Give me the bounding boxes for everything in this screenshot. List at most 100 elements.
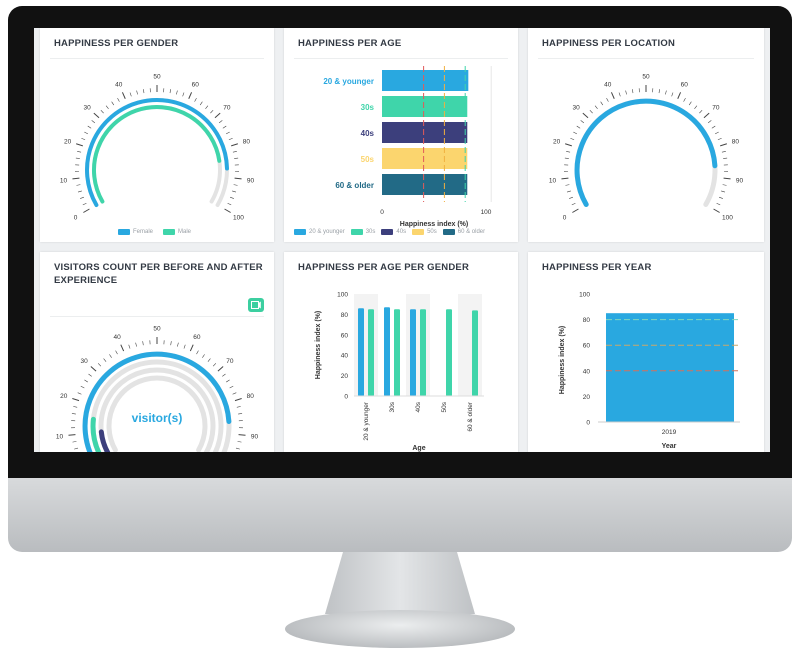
- gauge-tick-label: 40: [115, 82, 123, 89]
- x-tick-label: 20 & younger: [363, 401, 370, 441]
- legend-item-30s[interactable]: 30s: [350, 229, 376, 235]
- gauge-tick: [73, 406, 78, 408]
- card-title-line-1: VISITORS COUNT PER BEFORE AND AFTER: [54, 262, 263, 273]
- gauge-tick: [81, 137, 86, 141]
- gauge-tick: [218, 120, 223, 124]
- gauge-tick: [618, 92, 621, 97]
- gauge-tick: [576, 125, 581, 129]
- gauge-tick: [183, 344, 186, 349]
- gauge-tick-label: 90: [251, 434, 259, 441]
- x-axis-label: Year: [662, 443, 677, 450]
- gauge-center-label: visitor(s): [132, 411, 183, 425]
- gauge-tick: [111, 101, 115, 106]
- gauge-tick: [91, 120, 96, 124]
- gauge-tick: [97, 363, 102, 367]
- gauge-tick: [189, 344, 194, 352]
- y-tick-label: 80: [341, 312, 349, 319]
- gauge-tick: [128, 344, 131, 349]
- legend-item-female[interactable]: Female: [118, 229, 153, 235]
- gauge-tick: [230, 196, 234, 199]
- gauge-tick-label: 10: [56, 434, 64, 441]
- bar-series-1: [384, 307, 390, 396]
- presentation-icon: [251, 301, 261, 309]
- gauge-tick: [222, 373, 226, 377]
- gauge-tick: [234, 177, 242, 180]
- legend-item-50s[interactable]: 50s: [412, 229, 437, 235]
- y-tick-label: 40: [341, 353, 349, 360]
- bar-series-1: [410, 309, 416, 396]
- gender-gauge-chart: 0 10 20 30 40 50 60 70 80 90 100: [60, 74, 255, 222]
- legend-item-20-younger[interactable]: 20 & younger: [294, 229, 345, 235]
- gauge-tick-label: 60: [192, 82, 200, 89]
- bar-4: [382, 148, 468, 169]
- y-tick-label: 0: [586, 420, 590, 427]
- bar-series-2: [394, 309, 400, 396]
- gauge-tick: [80, 385, 85, 389]
- y-tick-label: 100: [337, 292, 348, 299]
- gauge-tick: [196, 350, 199, 355]
- legend-swatch: [294, 229, 306, 235]
- gauge-tick: [170, 341, 172, 346]
- age-bar-chart: 20 & younger 30s 40s 50s 60 & older 0 100 Happi…: [323, 66, 492, 228]
- legend-item-40s[interactable]: 40s: [381, 229, 406, 235]
- gauge-tick: [688, 101, 692, 106]
- legend-swatch: [118, 229, 130, 235]
- legend-label: 40s: [396, 229, 407, 235]
- gauge-tick: [83, 208, 90, 213]
- gauge-tick-label: 20: [553, 138, 561, 145]
- card-happiness-per-gender: HAPPINESS PER GENDER 0 10 20 30 40 50 60 70 80 90…: [40, 28, 274, 242]
- y-tick-label: 0: [344, 394, 348, 401]
- legend-item-60-older[interactable]: 60 & older: [442, 229, 485, 235]
- gauge-tick: [225, 131, 230, 135]
- gauge-track: [98, 367, 216, 452]
- gauge-tick: [188, 92, 193, 99]
- card-visitors-count: VISITORS COUNT PER BEFORE AND AFTER EXPE…: [40, 252, 274, 452]
- gauge-tick: [717, 137, 722, 141]
- presentation-toggle-button[interactable]: [248, 298, 264, 312]
- gauge-tick: [76, 143, 83, 147]
- gauge-value-3: [98, 429, 111, 452]
- gauge-tick: [205, 105, 209, 110]
- gauge-tick-label: 90: [736, 177, 744, 184]
- bar-3: [382, 122, 468, 143]
- gauge-tick: [232, 392, 237, 395]
- x-axis-label: Happiness index (%): [400, 221, 468, 228]
- gauge-tick: [82, 202, 87, 206]
- monitor-stand-base: [285, 610, 515, 648]
- gauge-tick: [632, 89, 634, 94]
- card-happiness-per-age-per-gender: HAPPINESS PER AGE PER GENDER 0 20 40 60 80 10…: [284, 252, 518, 452]
- x-axis-label: Age: [412, 445, 425, 452]
- gauge-tick: [707, 120, 712, 124]
- gauge-tick: [84, 131, 89, 135]
- x-tick-label: 30s: [389, 401, 396, 412]
- category-label: 60 & older: [335, 181, 374, 190]
- gauge-tick-label: 30: [573, 105, 581, 112]
- gauge-value-male: [91, 105, 222, 204]
- card-title: HAPPINESS PER LOCATION: [542, 38, 676, 49]
- bar-series-2: [472, 310, 478, 396]
- card-title-line-2: EXPERIENCE: [54, 275, 118, 286]
- gauge-tick: [610, 92, 615, 99]
- gauge-tick: [565, 184, 570, 186]
- category-label: 30s: [361, 103, 375, 112]
- legend-label: 30s: [365, 229, 376, 235]
- gauge-tick: [142, 341, 144, 346]
- gauge-tick: [143, 89, 145, 94]
- gauge-tick: [210, 110, 214, 114]
- gauge-tick: [214, 112, 221, 119]
- gauge-tick: [228, 137, 233, 141]
- y-tick-label: 20: [341, 373, 349, 380]
- gauge-tick-label: 90: [247, 177, 255, 184]
- group-band: [354, 294, 378, 396]
- gauge-tick: [572, 208, 579, 213]
- gauge-tick-label: 0: [74, 215, 78, 222]
- x-tick-label: 40s: [415, 401, 422, 412]
- title-divider: [294, 58, 508, 59]
- card-happiness-per-year: HAPPINESS PER YEAR 0 20 40 60 80 100 2019 Year H…: [528, 252, 764, 452]
- gauge-tick: [703, 112, 710, 119]
- gauge-tick: [224, 208, 231, 213]
- gauge-tick-label: 50: [642, 74, 650, 81]
- legend-item-male[interactable]: Male: [163, 229, 191, 235]
- year-bar-chart: 0 20 40 60 80 100 2019 Year Happiness index (%): [559, 292, 740, 450]
- gauge-value: [574, 98, 718, 207]
